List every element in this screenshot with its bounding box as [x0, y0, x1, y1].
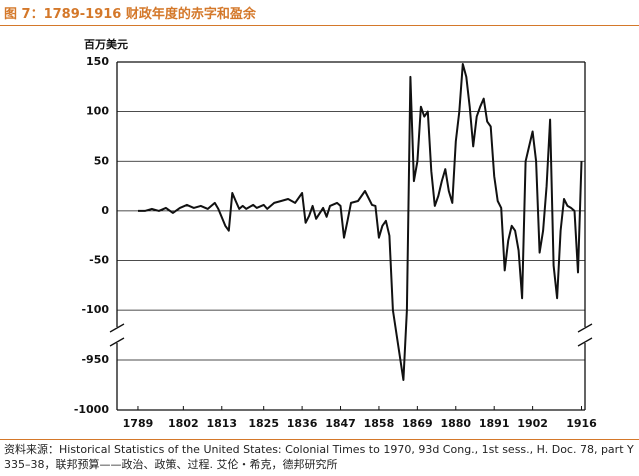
x-tick-label: 1789 — [123, 417, 154, 430]
x-tick-label: 1802 — [168, 417, 199, 430]
y-tick-label: -100 — [81, 303, 109, 316]
data-line — [138, 63, 583, 381]
x-tick-label: 1891 — [479, 417, 510, 430]
rule — [0, 25, 639, 26]
break-mark — [109, 337, 125, 347]
y-tick-label: 0 — [101, 204, 109, 217]
x-tick-label: 1880 — [440, 417, 471, 430]
x-tick-label: 1869 — [402, 417, 433, 430]
x-tick-label: 1847 — [325, 417, 356, 430]
rule — [0, 439, 639, 440]
source: 资料来源：Historical Statistics of the United… — [4, 443, 634, 471]
x-tick-label: 1836 — [287, 417, 318, 430]
x-tick-label: 1916 — [566, 417, 597, 430]
y-tick-label: 100 — [86, 105, 109, 118]
y-tick-label: -950 — [81, 353, 109, 366]
x-tick-label: 1858 — [364, 417, 395, 430]
break-mark — [577, 323, 593, 333]
x-tick-label: 1902 — [517, 417, 548, 430]
y-tick-label: -1000 — [74, 403, 110, 416]
y-axis-label: 百万美元 — [84, 37, 128, 51]
break-mark — [577, 337, 593, 347]
y-tick-label: -50 — [89, 254, 109, 267]
x-tick-label: 1813 — [206, 417, 237, 430]
x-tick-label: 1825 — [248, 417, 279, 430]
y-tick-label: 150 — [86, 55, 109, 68]
break-mark — [109, 323, 125, 333]
title: 图 7：1789-1916 财政年度的赤字和盈余 — [4, 7, 256, 22]
y-tick-label: 50 — [94, 154, 110, 167]
